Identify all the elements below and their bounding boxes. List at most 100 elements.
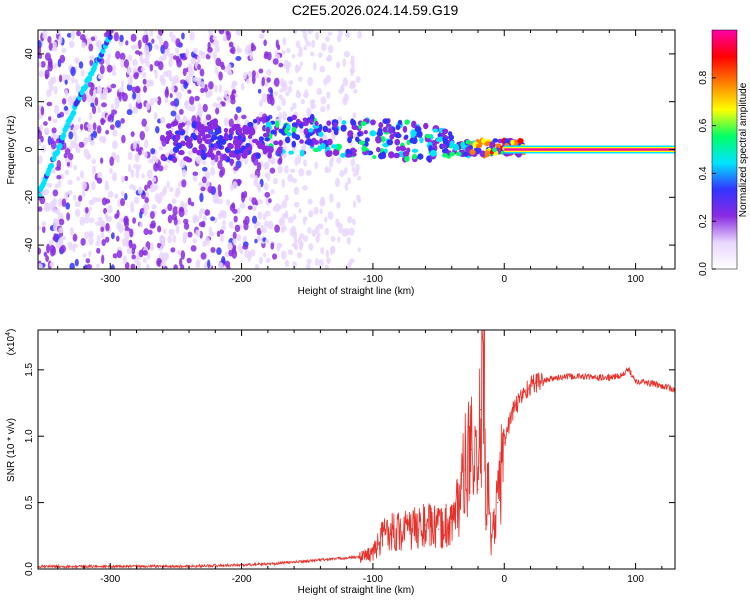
spectrogram-noise-blob	[187, 150, 194, 156]
snr-series-line	[38, 330, 675, 569]
spectrogram-noise-blob	[49, 244, 55, 253]
spectrogram-noise-blob	[100, 230, 105, 239]
spectrogram-band-blob	[165, 139, 170, 145]
spectrogram-noise-blob	[50, 137, 54, 145]
spectrogram-noise-blob	[305, 169, 312, 176]
spectrogram-noise-blob	[156, 34, 161, 40]
spectrogram-band-blob	[262, 132, 270, 138]
spectrogram-noise-blob	[192, 237, 197, 244]
spectrogram-band-blob	[375, 135, 382, 144]
spectrogram-band-blob	[345, 148, 351, 155]
spectrogram-noise-blob	[152, 176, 157, 183]
spectrogram-noise-blob	[197, 229, 201, 238]
spectrogram-noise-blob	[54, 134, 59, 140]
spectrogram-noise-blob	[186, 118, 191, 128]
snr-data-point	[175, 565, 177, 567]
spectrogram-noise-blob	[347, 177, 351, 185]
spectrogram-noise-blob	[162, 252, 168, 263]
spectrogram-noise-blob	[236, 234, 242, 242]
spectrogram-noise-blob	[302, 142, 307, 151]
spectrogram-noise-blob	[216, 247, 222, 256]
spectrogram-noise-blob	[84, 231, 90, 239]
spectrogram-noise-blob	[146, 82, 151, 88]
spectrogram-band-blob	[404, 119, 410, 125]
spectrogram-noise-blob	[198, 111, 203, 118]
spectrogram-noise-blob	[199, 192, 204, 203]
spectrogram-band-blob	[449, 140, 455, 148]
spectrogram-noise-blob	[189, 95, 195, 105]
spectrogram-band-blob	[215, 150, 221, 156]
spectrogram-noise-blob	[320, 105, 326, 113]
spectrogram-band-blob	[210, 135, 218, 141]
spectrogram-noise-blob	[235, 106, 242, 113]
spectrogram-band-blob	[185, 157, 193, 163]
spectrogram-band-blob	[394, 133, 402, 139]
spectrogram-band-blob	[462, 151, 469, 157]
spectrogram-noise-blob	[48, 84, 54, 92]
spectrogram-band-blob	[404, 155, 410, 162]
spectrogram-band-blob	[465, 139, 471, 145]
spectrogram-band-blob	[247, 121, 254, 127]
spectrogram-noise-blob	[235, 55, 242, 61]
spectrogram-noise-blob	[139, 130, 145, 141]
spectrogram-band-blob	[441, 128, 449, 135]
chart-title: C2E5.2026.024.14.59.G19	[291, 2, 459, 18]
spectrogram-noise-blob	[169, 149, 175, 155]
spectrogram-band-blob	[517, 137, 524, 144]
spectrogram-noise-blob	[203, 261, 209, 269]
spectrogram-noise-blob	[107, 53, 112, 59]
spectrogram-noise-blob	[187, 231, 193, 238]
spectrogram-noise-blob	[124, 261, 130, 269]
spectrogram-noise-blob	[192, 175, 198, 182]
spectrogram-noise-blob	[297, 52, 303, 58]
spectrogram-noise-blob	[149, 223, 156, 229]
spectrogram-noise-blob	[281, 97, 286, 107]
snr-data-point	[556, 377, 558, 379]
spectrogram-band-blob	[291, 114, 298, 121]
spectrogram-band-blob	[302, 120, 309, 127]
spectrogram-band-blob	[351, 124, 359, 131]
spectrogram-noise-blob	[44, 204, 50, 212]
spectrogram-noise-blob	[264, 220, 269, 229]
spectrogram-band-blob	[270, 129, 277, 135]
spectrogram-noise-blob	[241, 191, 245, 198]
spectrogram-noise-blob	[139, 211, 143, 219]
spectrogram-noise-blob	[160, 134, 165, 141]
spectrogram-noise-blob	[105, 58, 111, 66]
spectrogram-noise-blob	[38, 112, 41, 121]
spectrogram-noise-blob	[131, 254, 136, 260]
spectrogram-noise-blob	[270, 159, 276, 165]
spectrogram-noise-blob	[224, 260, 231, 268]
spectrogram-noise-blob	[120, 118, 125, 124]
spectrogram-noise-blob	[199, 68, 205, 77]
spectrogram-band-blob	[236, 126, 243, 135]
spectrogram-band-blob	[320, 142, 326, 150]
spectrogram-noise-blob	[269, 138, 275, 144]
spectrogram-noise-blob	[38, 140, 42, 146]
spectrogram-noise-blob	[202, 215, 208, 222]
spectrogram-noise-blob	[299, 233, 305, 239]
spectrogram-y-tick-label: -20	[24, 190, 35, 205]
spectrogram-noise-blob	[314, 161, 319, 170]
spectrogram-noise-blob	[58, 74, 63, 83]
spectrogram-noise-blob	[187, 89, 192, 94]
spectrogram-band-blob	[265, 126, 271, 134]
spectrogram-noise-blob	[38, 225, 42, 231]
spectrogram-noise-blob	[284, 259, 290, 267]
spectrogram-noise-blob	[337, 116, 342, 122]
spectrogram-noise-blob	[149, 242, 155, 252]
spectrogram-band-blob	[299, 149, 305, 157]
spectrogram-band-blob	[340, 152, 346, 158]
snr-data-point	[628, 369, 630, 371]
spectrogram-band-blob	[382, 126, 389, 133]
spectrogram-noise-blob	[220, 64, 226, 70]
spectrogram-noise-blob	[90, 36, 96, 42]
spectrogram-noise-blob	[254, 263, 260, 269]
spectrogram-noise-blob	[41, 221, 47, 228]
spectrogram-noise-blob	[337, 224, 343, 234]
spectrogram-drift-blob	[54, 149, 61, 156]
spectrogram-noise-blob	[349, 67, 356, 74]
spectrogram-band-blob	[340, 124, 347, 132]
spectrogram-noise-blob	[74, 78, 78, 84]
spectrogram-band-blob	[386, 139, 394, 146]
